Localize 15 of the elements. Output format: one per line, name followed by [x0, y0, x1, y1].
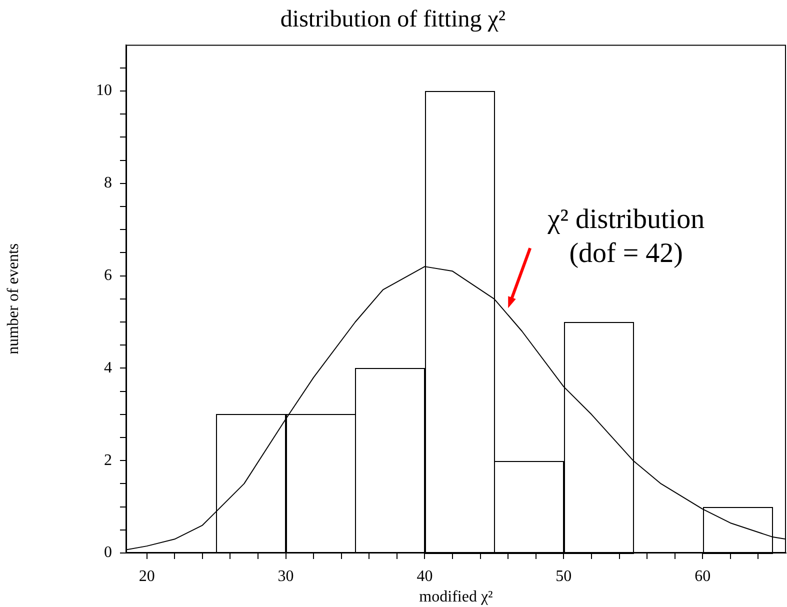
y-tick-label: 2: [104, 452, 112, 469]
x-tick-label: 30: [278, 568, 294, 585]
x-tick-label: 40: [416, 568, 433, 585]
x-tick-label: 50: [556, 568, 572, 585]
y-tick-label: 10: [96, 82, 112, 100]
y-tick-label: 8: [104, 174, 112, 192]
x-tick-label: 60: [694, 568, 711, 585]
y-axis-title: number of events: [4, 243, 22, 354]
y-tick-label: 6: [104, 267, 112, 284]
annotation: χ² distribution (dof = 42): [546, 204, 705, 270]
chart-title: distribution of fitting χ²: [280, 6, 506, 33]
x-axis-title: modified χ²: [419, 588, 494, 606]
x-tick-label: 20: [138, 568, 155, 585]
y-tick-label: 0: [104, 544, 112, 562]
y-tick-label: 4: [104, 359, 112, 376]
